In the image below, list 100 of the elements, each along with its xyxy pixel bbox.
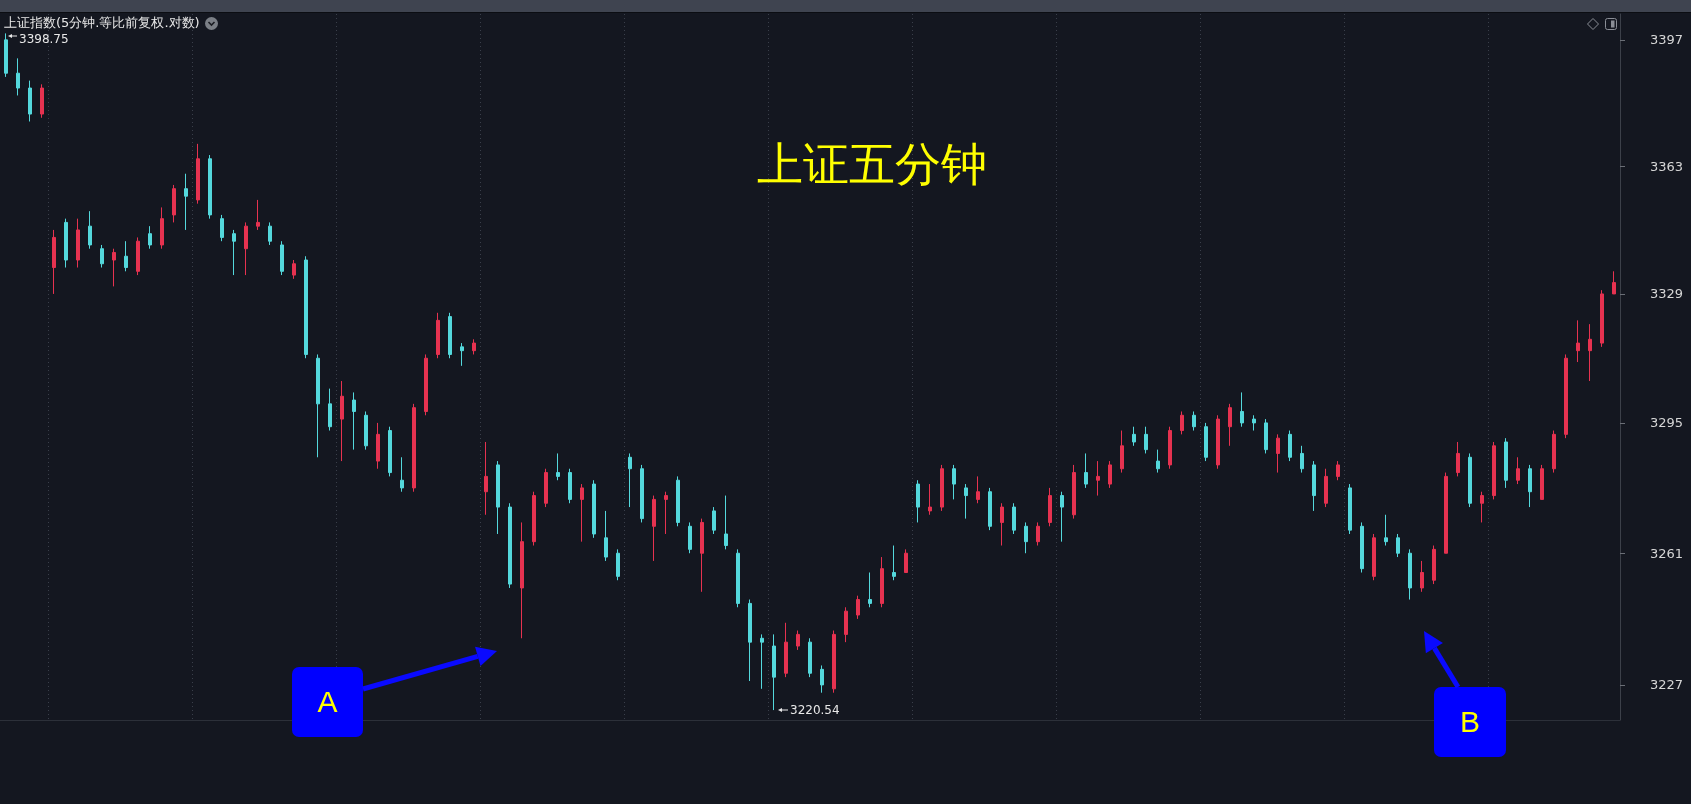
candlestick [760, 633, 764, 690]
candlestick [640, 464, 644, 523]
callout-box: B [1434, 687, 1506, 757]
callout-box: A [292, 667, 363, 737]
candlestick [1060, 491, 1064, 543]
candlestick [1468, 452, 1472, 508]
annotation: B [1459, 705, 1480, 738]
candlestick [916, 479, 920, 523]
candlestick [1348, 483, 1352, 535]
candlestick [460, 342, 464, 367]
candlestick [172, 184, 176, 223]
candlestick [568, 468, 572, 504]
candlestick [940, 464, 944, 512]
candlestick [1360, 521, 1364, 573]
candlestick [292, 259, 296, 280]
candlestick [1108, 460, 1112, 489]
candlestick [1420, 560, 1424, 593]
candlestick [1492, 441, 1496, 500]
candlestick [316, 353, 320, 458]
candlestick [352, 391, 356, 451]
candlestick [676, 475, 680, 527]
candlestick [1252, 414, 1256, 432]
candlestick [1372, 533, 1376, 581]
candlestick [40, 83, 44, 119]
candlestick [1072, 464, 1076, 520]
candlestick [652, 495, 656, 562]
candlestick [520, 521, 524, 639]
candlestick [856, 595, 860, 620]
candlestick [1012, 502, 1016, 535]
candlestick [364, 410, 368, 451]
candlestick [820, 664, 824, 694]
candlestick [400, 456, 404, 493]
candlestick [1120, 430, 1124, 474]
candlestick [1300, 445, 1304, 474]
candlestick [448, 312, 452, 359]
candlestick [736, 548, 740, 608]
candlestick [1384, 514, 1388, 547]
candlestick [616, 548, 620, 581]
candlestick [556, 452, 560, 481]
candlestick [16, 57, 20, 96]
candlestick [484, 441, 488, 516]
annotation: 3398.75 [19, 32, 69, 46]
candlestick [784, 622, 788, 678]
candlestick [268, 221, 272, 246]
candlestick [184, 173, 188, 231]
candlestick [1168, 426, 1172, 470]
candlestick [208, 154, 212, 220]
candlestick [412, 403, 416, 493]
candlestick [1156, 449, 1160, 474]
candlestick [748, 599, 752, 682]
annotation: A [317, 685, 338, 718]
candlestick [1540, 464, 1544, 500]
candlestick [1528, 464, 1532, 508]
candlestick [580, 483, 584, 543]
candlestick [340, 380, 344, 462]
candlestick [148, 225, 152, 250]
candlestick [1132, 426, 1136, 447]
candlestick [256, 199, 260, 231]
candlestick [64, 218, 68, 269]
candlestick [1204, 422, 1208, 462]
candlestick [1456, 441, 1460, 477]
candlestick [1288, 430, 1292, 462]
candlestick [1444, 472, 1448, 554]
candlestick [28, 80, 32, 122]
candlestick [424, 353, 428, 416]
y-tick-label: 3397 [1650, 32, 1684, 48]
candlestick [592, 479, 596, 539]
candlestick [1024, 521, 1028, 554]
candlestick [1504, 437, 1508, 489]
candlestick [76, 218, 80, 269]
candlestick [1588, 323, 1592, 382]
candlestick [1144, 426, 1148, 454]
candlestick [1564, 353, 1568, 439]
candlestick [1576, 319, 1580, 363]
candlestick [928, 483, 932, 516]
candlestick [1480, 491, 1484, 523]
candlestick [988, 487, 992, 531]
candlestick [1312, 460, 1316, 512]
candlestick [52, 229, 56, 295]
candlestick [232, 229, 236, 276]
candlestick [88, 210, 92, 250]
candlestick [280, 240, 284, 276]
candlestick [244, 221, 248, 276]
candlestick [388, 426, 392, 477]
candlestick [904, 548, 908, 573]
candlestick [1612, 270, 1616, 295]
candlestick [772, 633, 776, 711]
y-tick-label: 3329 [1650, 286, 1684, 302]
y-tick-label: 3227 [1650, 677, 1684, 693]
candlestick [1036, 521, 1040, 547]
candlestick [796, 630, 800, 651]
candlestick [1396, 533, 1400, 558]
candlestick [964, 483, 968, 520]
candlestick [976, 475, 980, 504]
candlestick [1276, 433, 1280, 474]
annotation: 3220.54 [790, 703, 840, 717]
candlestick [844, 606, 848, 643]
candlestick [1192, 410, 1196, 432]
candlestick [1228, 403, 1232, 447]
candlestick [712, 506, 716, 535]
